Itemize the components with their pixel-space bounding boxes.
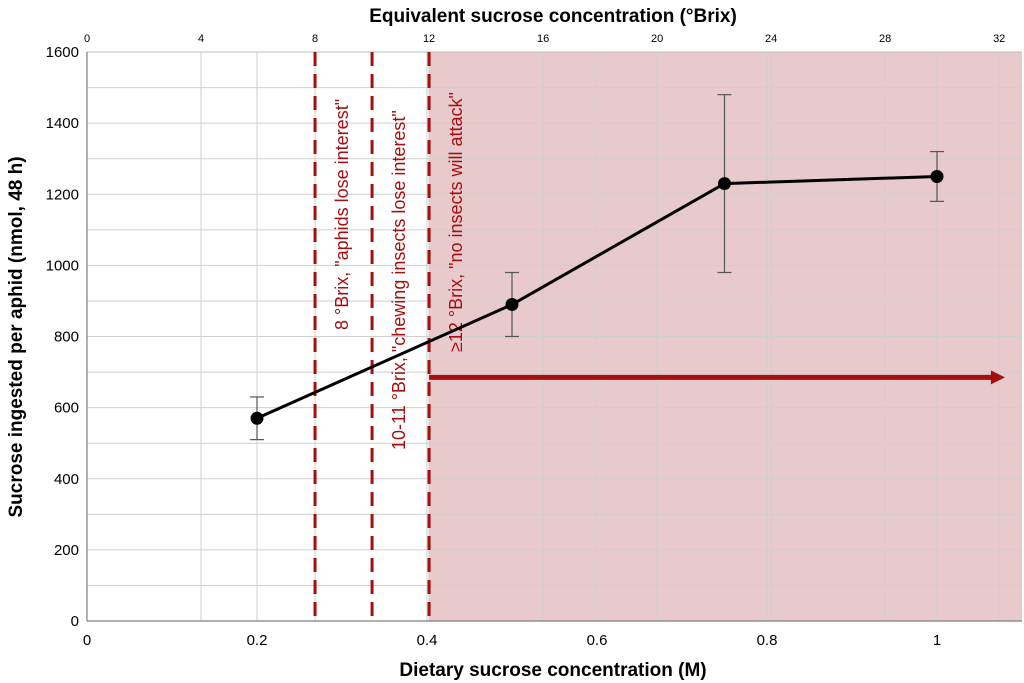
x2-tick-label: 8 [312,33,318,45]
x2-tick-label: 20 [651,33,663,45]
y-tick-label: 1200 [46,186,79,203]
y-tick-label: 1400 [46,115,79,132]
x-tick-label: 0.6 [587,632,608,649]
arrow-group [429,370,1005,385]
x2-axis-title: Equivalent sucrose concentration (°Brix) [369,6,737,27]
x-tick-label: 0.2 [247,632,268,649]
y-tick-label: 800 [54,329,79,346]
x-tick-label: 0.8 [757,632,778,649]
threshold-label: 8 °Brix, "aphids lose interest" [332,99,352,330]
x-axis-title: Dietary sucrose concentration (M) [399,660,706,681]
threshold-lines: 8 °Brix, "aphids lose interest" 10-11 °Br… [313,52,466,621]
x-tick-label: 0.4 [417,632,438,649]
axis-titles: Dietary sucrose concentration (M) Equiva… [6,6,737,681]
y-tick-label: 400 [54,471,79,488]
x2-tick-label: 0 [84,33,90,45]
y-tick-label: 600 [54,400,79,417]
threshold-label: ≥12 °Brix, "no insects will attack" [446,92,466,352]
y-tick-label: 1600 [46,44,79,61]
tick-labels: 0 0.2 0.4 0.6 0.8 1 0 4 8 12 16 20 24 28 32 0 200 400 600 8… [46,33,1006,649]
y-tick-label: 200 [54,542,79,559]
x2-tick-label: 16 [537,33,549,45]
axes [86,51,1022,622]
series-line [256,174,938,420]
x-tick-label: 1 [933,632,941,649]
threshold-label: 10-11 °Brix, "chewing insects lose inter… [389,110,409,450]
x2-tick-label: 12 [423,33,435,45]
y-axis-title: Sucrose ingested per aphid (nmol, 48 h) [6,156,27,517]
x2-tick-label: 28 [879,33,891,45]
y-tick-label: 1000 [46,257,79,274]
y-tick-label: 0 [71,613,79,630]
data-point [718,177,731,191]
data-point [930,169,944,183]
x-tick-label: 0 [83,632,91,649]
data-point [250,411,264,425]
series-group [250,94,944,441]
x2-tick-label: 32 [993,33,1005,45]
data-point [505,297,519,311]
x2-tick-label: 24 [765,33,777,45]
grid-lines [87,51,1022,621]
x2-tick-label: 4 [198,33,204,45]
arrow-head [990,370,1005,385]
